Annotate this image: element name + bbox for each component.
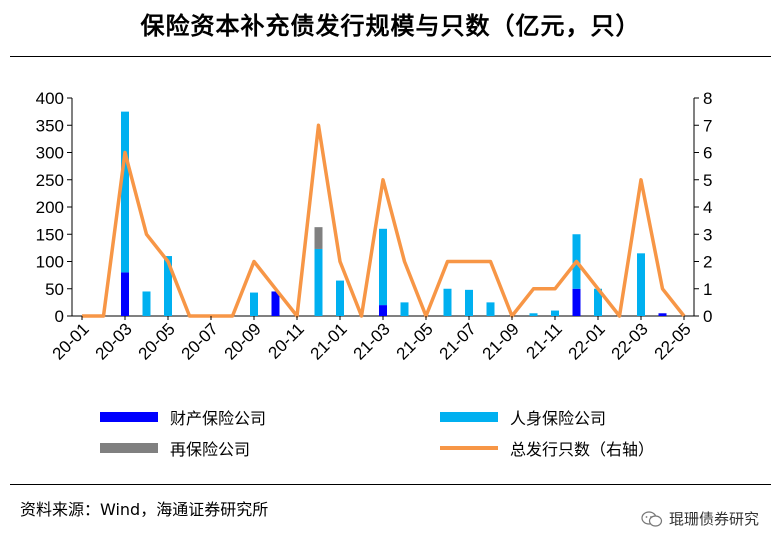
bar-life: [465, 289, 473, 316]
right-tick-label: 6: [703, 144, 712, 163]
left-tick-label: 0: [55, 307, 64, 326]
bar-life: [379, 228, 387, 306]
left-tick-label: 300: [36, 144, 64, 163]
x-tick-label: 21-01: [307, 319, 351, 363]
x-tick-label: 20-11: [265, 319, 308, 362]
x-tick-label: 22-05: [651, 319, 695, 363]
legend-swatch-life: [440, 412, 498, 422]
right-tick-label: 4: [703, 198, 712, 217]
bar-life: [443, 288, 452, 316]
legend-item-property: 财产保险公司: [100, 405, 266, 429]
wechat-icon: [641, 510, 663, 527]
left-tick-label: 350: [36, 116, 64, 135]
x-tick-label: 20-09: [221, 319, 265, 363]
chart: 05010015020025030035040001234567820-0120…: [36, 89, 713, 364]
x-tick-label: 21-05: [393, 319, 437, 363]
left-tick-label: 250: [36, 171, 64, 190]
chart-title: 保险资本补充债发行规模与只数（亿元，只）: [140, 11, 641, 40]
x-tick-label: 22-03: [608, 319, 652, 363]
top-rule: [10, 56, 771, 57]
legend-swatch-reinsurance: [100, 443, 158, 453]
right-tick-label: 8: [703, 89, 712, 108]
x-tick-label: 20-05: [135, 319, 179, 363]
legend-swatch-property: [100, 412, 158, 422]
right-tick-label: 3: [703, 225, 712, 244]
right-tick-label: 5: [703, 171, 712, 190]
bottom-rule: [10, 484, 771, 485]
bar-property: [658, 313, 667, 316]
left-tick-label: 50: [45, 280, 64, 299]
legend-item-reinsurance: 再保险公司: [100, 436, 250, 460]
bar-life: [637, 253, 645, 316]
bar-life: [142, 291, 151, 316]
legend-item-total: 总发行只数（右轴）: [440, 436, 654, 460]
total-count-line: [82, 123, 686, 318]
left-tick-label: 400: [36, 89, 64, 108]
bar-life: [121, 111, 129, 273]
bar-life: [250, 292, 258, 316]
bar-life: [486, 302, 495, 316]
x-tick-label: 21-07: [436, 319, 480, 363]
bar-life: [314, 248, 323, 316]
legend-label-reinsurance: 再保险公司: [170, 440, 251, 459]
right-tick-label: 0: [703, 307, 712, 326]
legend-label-total: 总发行只数（右轴）: [510, 440, 655, 459]
x-tick-label: 21-09: [479, 319, 523, 363]
right-tick-label: 2: [703, 253, 712, 272]
legend-item-life: 人身保险公司: [440, 405, 606, 429]
source-note: 资料来源：Wind，海通证券研究所: [20, 500, 269, 519]
bar-life: [529, 313, 538, 316]
watermark-text: 琨珊债券研究: [668, 510, 759, 528]
legend-label-property: 财产保险公司: [170, 409, 267, 428]
bar-life: [336, 280, 344, 316]
bar-life: [400, 302, 409, 316]
watermark: 琨珊债券研究: [641, 508, 759, 529]
left-tick-label: 200: [36, 198, 64, 217]
x-tick-label: 20-07: [178, 319, 222, 363]
bar-life: [594, 288, 602, 316]
x-tick-label: 20-01: [49, 319, 93, 363]
bar-reinsurance: [314, 227, 323, 249]
right-tick-label: 7: [703, 116, 712, 135]
bar-property: [121, 272, 129, 316]
x-tick-label: 20-03: [92, 319, 136, 363]
legend-line-total: [440, 446, 498, 450]
x-tick-label: 21-11: [523, 319, 566, 362]
x-tick-label: 22-01: [565, 319, 609, 363]
bar-property: [379, 305, 387, 316]
x-tick-label: 21-03: [350, 319, 394, 363]
left-tick-label: 150: [36, 225, 64, 244]
bar-property: [572, 288, 581, 316]
bar-life: [164, 256, 172, 316]
legend-label-life: 人身保险公司: [510, 409, 607, 428]
bar-life: [551, 310, 559, 316]
left-tick-label: 100: [36, 253, 64, 272]
bar-property: [271, 291, 280, 316]
right-tick-label: 1: [703, 280, 712, 299]
